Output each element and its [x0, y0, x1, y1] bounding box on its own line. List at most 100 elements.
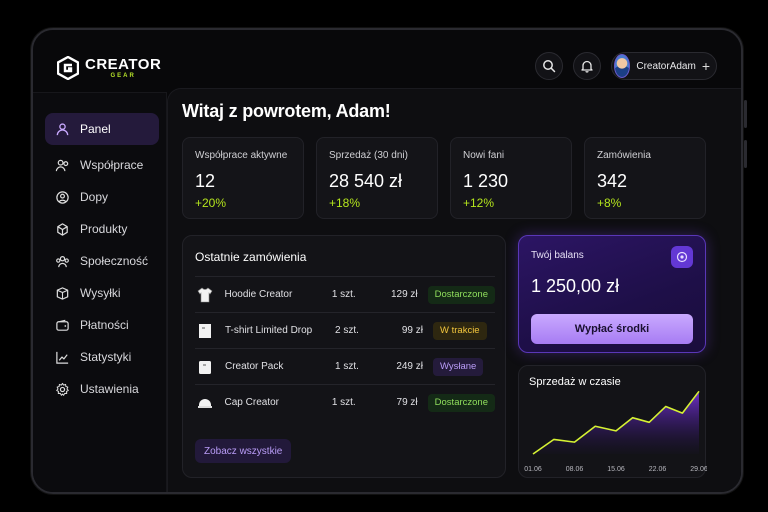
- balance-label: Twój balans: [531, 250, 584, 261]
- stat-change: +12%: [463, 196, 495, 210]
- order-name: Creator Pack: [225, 361, 284, 372]
- eye-icon[interactable]: [671, 246, 693, 268]
- balance-value: 1 250,00 zł: [531, 276, 620, 296]
- withdraw-button[interactable]: Wypłać środki: [531, 314, 693, 344]
- notifications-button[interactable]: [573, 52, 601, 80]
- order-name: T-shirt Limited Drop: [225, 325, 313, 336]
- order-name: Cap Creator: [224, 397, 279, 408]
- sidebar-item-label: Płatności: [80, 318, 129, 332]
- brand-name: CREATOR: [85, 56, 162, 73]
- chart-area: [533, 391, 699, 454]
- sales-chart: 01.06 08.06 15.06 22.06 29.06: [524, 390, 707, 473]
- stat-label: Współprace aktywne: [195, 150, 288, 161]
- stat-label: Zamówienia: [597, 150, 651, 161]
- sidebar: Panel Współprace Dopy Produkty Społeczno…: [33, 92, 167, 492]
- table-row[interactable]: Cap Creator 1 szt. 79 zł Dostarczone: [195, 384, 495, 420]
- see-all-button[interactable]: Zobacz wszystkie: [195, 439, 292, 463]
- sidebar-item-wysylki[interactable]: Wysyłki: [45, 277, 159, 309]
- brand-logo-icon: [57, 56, 79, 80]
- add-icon[interactable]: +: [701, 58, 710, 74]
- stat-label: Nowi fani: [463, 150, 505, 161]
- sidebar-item-panel[interactable]: Panel: [45, 113, 159, 145]
- sidebar-item-ustawienia[interactable]: Ustawienia: [45, 373, 159, 405]
- search-button[interactable]: [535, 52, 563, 80]
- stat-card[interactable]: Współprace aktywne 12 +20%: [182, 137, 304, 219]
- stat-value: 1 230: [463, 171, 509, 191]
- order-price: 129 zł: [390, 289, 418, 300]
- user-name: CreatorAdam: [636, 60, 696, 72]
- sidebar-item-label: Wysyłki: [80, 286, 121, 300]
- community-icon: [56, 255, 69, 267]
- sidebar-item-produkty[interactable]: Produkty: [45, 213, 159, 245]
- shipping-icon: [56, 286, 69, 300]
- page-title: Witaj z powrotem, Adam!: [182, 101, 391, 121]
- table-row[interactable]: Hoodie Creator 1 szt. 129 zł Dostarczone: [195, 276, 495, 312]
- sidebar-item-statystyki[interactable]: Statystyki: [45, 341, 159, 373]
- stat-value: 342: [597, 171, 628, 191]
- gear-icon: [56, 382, 69, 396]
- cap-icon: [195, 393, 215, 413]
- sidebar-item-label: Społeczność: [80, 254, 149, 268]
- sidebar-item-label: Współprace: [80, 158, 144, 172]
- chart-line: [532, 390, 700, 455]
- order-price: 249 zł: [396, 361, 423, 372]
- status-badge: W trakcie: [433, 321, 487, 340]
- stat-change: +8%: [597, 196, 622, 210]
- sales-chart-card: 01.06 08.06 15.06 22.06 29.06 Sprzedaż w cza…: [518, 365, 707, 478]
- sidebar-item-label: Produkty: [80, 222, 128, 236]
- chart-title: Sprzedaż w czasie: [529, 376, 621, 388]
- avatar: [614, 54, 631, 78]
- stat-card[interactable]: Sprzedaż (30 dni) 28 540 zł +18%: [316, 137, 438, 219]
- stat-card[interactable]: Zamówienia 342 +8%: [584, 137, 706, 219]
- sidebar-item-dopy[interactable]: Dopy: [45, 181, 159, 213]
- search-icon: [543, 60, 556, 73]
- main-content: Witaj z powrotem, Adam! Współprace aktyw…: [167, 88, 741, 492]
- stat-change: +18%: [329, 196, 361, 210]
- wallet-icon: [56, 319, 69, 331]
- order-price: 99 zł: [401, 325, 423, 336]
- order-qty: 1 szt.: [331, 397, 356, 408]
- tshirt-icon: [195, 321, 215, 341]
- chart-x-tick-label: 01.06: [524, 466, 542, 473]
- drop-icon: [56, 190, 69, 204]
- stat-value: 12: [195, 171, 216, 191]
- orders-title: Ostatnie zamówienia: [195, 250, 307, 264]
- bell-icon: [581, 60, 593, 73]
- balance-card: Twój balans 1 250,00 zł Wypłać środki: [518, 235, 706, 353]
- order-qty: 1 szt.: [335, 361, 359, 372]
- app-screen: CREATOR GEAR CreatorAdam + Panel Współpr…: [33, 30, 741, 492]
- sidebar-item-spolecznosc[interactable]: Społeczność: [45, 245, 159, 277]
- recent-orders-card: Ostatnie zamówienia Hoodie Creator 1 szt…: [182, 235, 506, 478]
- chart-x-tick-label: 22.06: [649, 466, 667, 473]
- order-qty: 2 szt.: [335, 325, 359, 336]
- brand-sub: GEAR: [110, 73, 136, 79]
- chart-x-tick-label: 15.06: [607, 466, 625, 473]
- box-icon: [57, 222, 68, 236]
- sidebar-item-label: Panel: [80, 122, 111, 136]
- user-menu[interactable]: CreatorAdam +: [611, 52, 717, 80]
- hoodie-icon: [195, 285, 215, 305]
- tablet-side-button: [744, 140, 747, 168]
- status-badge: Wysłane: [433, 357, 484, 376]
- brand-logo[interactable]: CREATOR GEAR: [57, 56, 161, 80]
- stat-value: 28 540 zł: [329, 171, 403, 191]
- sidebar-item-label: Dopy: [80, 190, 109, 204]
- stats-icon: [56, 351, 69, 364]
- table-row[interactable]: T-shirt Limited Drop 2 szt. 99 zł W trak…: [195, 312, 495, 348]
- stat-card[interactable]: Nowi fani 1 230 +12%: [450, 137, 572, 219]
- status-badge: Dostarczone: [427, 285, 495, 304]
- handshake-icon: [55, 159, 69, 171]
- tablet-side-button: [744, 100, 747, 128]
- order-price: 79 zł: [396, 397, 418, 408]
- table-row[interactable]: Creator Pack 1 szt. 249 zł Wysłane: [195, 348, 495, 384]
- chart-x-tick-label: 08.06: [566, 466, 584, 473]
- sidebar-item-label: Statystyki: [80, 350, 132, 364]
- sidebar-item-platnosci[interactable]: Płatności: [45, 309, 159, 341]
- pack-icon: [195, 357, 215, 377]
- order-qty: 1 szt.: [331, 289, 356, 300]
- sidebar-item-wspolprace[interactable]: Współprace: [45, 149, 159, 181]
- stat-label: Sprzedaż (30 dni): [329, 150, 408, 161]
- chart-x-tick-label: 29.06: [690, 466, 707, 473]
- order-name: Hoodie Creator: [224, 289, 293, 300]
- sidebar-item-label: Ustawienia: [80, 382, 139, 396]
